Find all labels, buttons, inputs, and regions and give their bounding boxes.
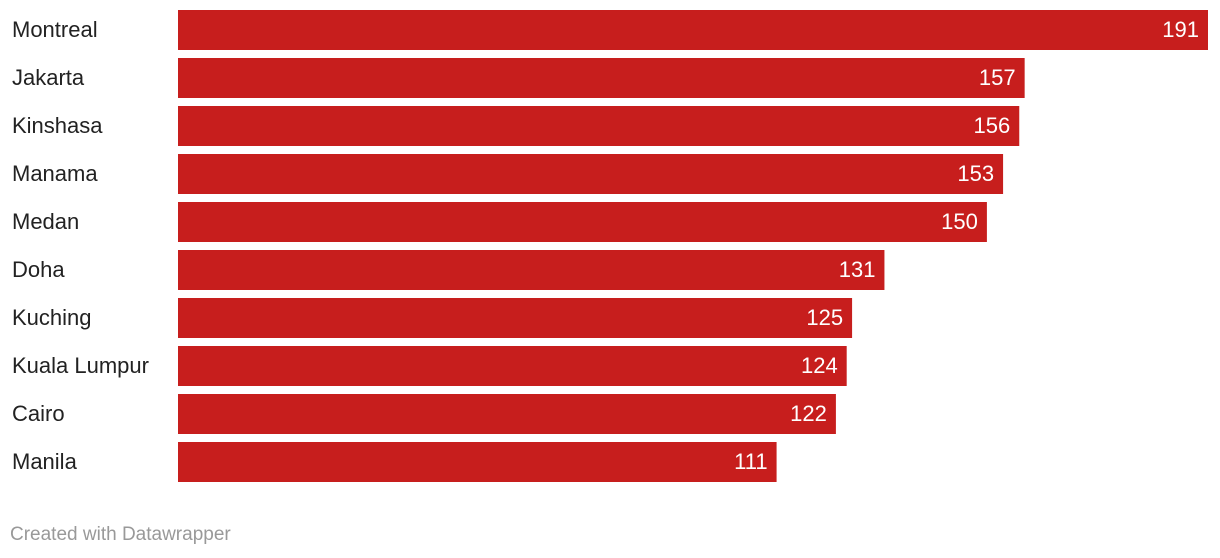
value-label: 150 xyxy=(941,209,978,234)
value-label: 122 xyxy=(790,401,827,426)
bar xyxy=(178,250,885,290)
category-label: Manila xyxy=(12,449,78,474)
category-label: Cairo xyxy=(12,401,65,426)
bar xyxy=(178,298,853,338)
bar xyxy=(178,442,777,482)
bar xyxy=(178,154,1004,194)
value-label: 124 xyxy=(801,353,838,378)
category-label: Doha xyxy=(12,257,65,282)
footer: Created with Datawrapper xyxy=(10,524,231,545)
bar xyxy=(178,346,847,386)
category-label: Medan xyxy=(12,209,79,234)
category-label: Manama xyxy=(12,161,98,186)
value-label: 191 xyxy=(1162,17,1199,42)
value-label: 131 xyxy=(839,257,876,282)
bar xyxy=(178,106,1020,146)
value-label: 125 xyxy=(806,305,843,330)
value-label: 157 xyxy=(979,65,1016,90)
bar xyxy=(178,10,1208,50)
category-label: Kuala Lumpur xyxy=(12,353,149,378)
value-label: 153 xyxy=(957,161,994,186)
value-label: 111 xyxy=(734,449,767,474)
category-label: Kinshasa xyxy=(12,113,103,138)
bar xyxy=(178,202,987,242)
bar xyxy=(178,58,1025,98)
bar xyxy=(178,394,836,434)
category-label: Jakarta xyxy=(12,65,85,90)
value-label: 156 xyxy=(974,113,1011,138)
category-label: Montreal xyxy=(12,17,98,42)
category-label: Kuching xyxy=(12,305,92,330)
